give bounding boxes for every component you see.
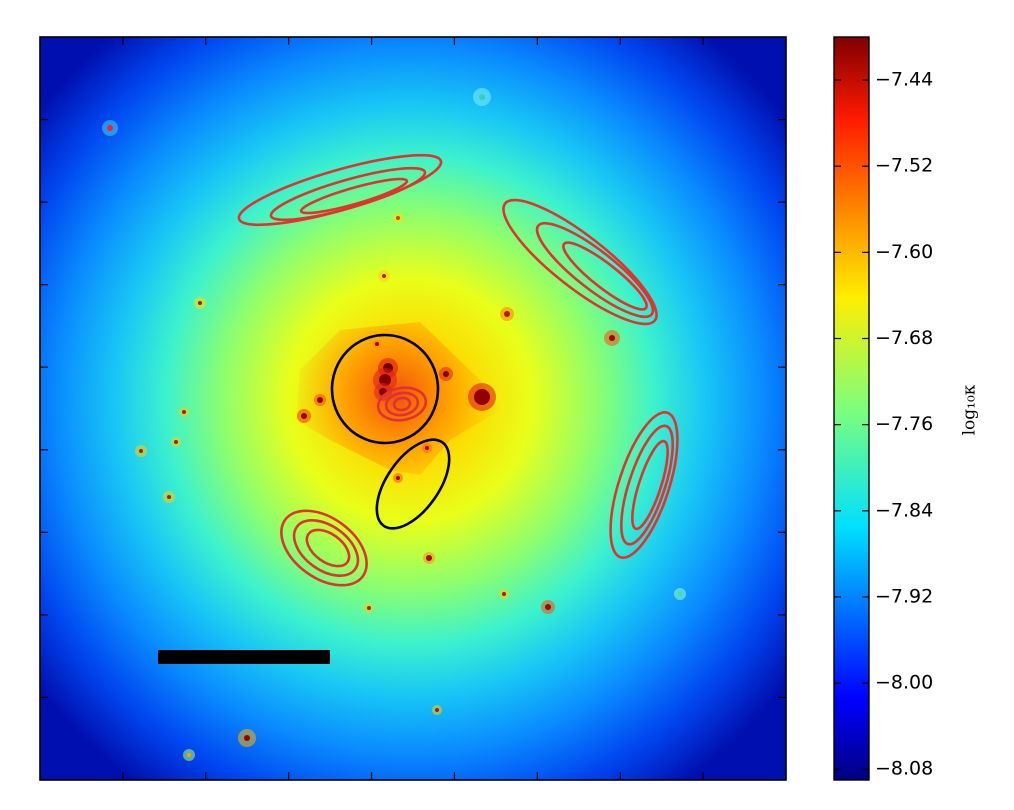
galaxy-core <box>426 555 432 561</box>
galaxy-core <box>479 94 485 100</box>
heatmap-plot-area <box>40 37 786 780</box>
colorbar-tick-label: −8.08 <box>875 758 933 780</box>
colorbar-ticks: −7.44 −7.52 −7.60 −7.68 −7.76 −7.84 −7.92 −8.00… <box>834 69 933 780</box>
contour-line <box>384 391 420 417</box>
galaxy-core <box>198 301 202 305</box>
galaxy-core <box>139 449 143 453</box>
galaxy-core <box>187 753 191 757</box>
colorbar-tick-label: −7.92 <box>875 585 933 607</box>
galaxy-core <box>174 440 178 444</box>
galaxy-core <box>367 606 371 610</box>
scale-bar <box>158 650 330 664</box>
galaxy-core <box>678 592 682 596</box>
contour-line <box>292 519 360 577</box>
colorbar-gradient <box>833 36 870 781</box>
galaxy-core <box>244 735 250 741</box>
contour-line <box>392 396 412 412</box>
colorbar-tick-label: −7.60 <box>875 241 933 263</box>
colorbar: −7.44 −7.52 −7.60 −7.68 −7.76 −7.84 −7.92 −8.00… <box>833 36 980 781</box>
contour-line <box>609 411 679 559</box>
galaxy-core <box>504 311 510 317</box>
contour-line <box>535 221 655 319</box>
contour-line <box>562 241 648 311</box>
galaxy-core <box>379 374 391 386</box>
plot-ticks <box>40 37 786 780</box>
galaxy-core <box>609 335 615 341</box>
galaxy-core <box>474 389 490 405</box>
galaxy-core <box>443 371 449 377</box>
galaxy-core <box>317 397 323 403</box>
contour-line <box>631 439 669 531</box>
contour-line <box>620 424 674 546</box>
galaxy-core <box>545 604 551 610</box>
galaxy-core <box>382 274 386 278</box>
contour-line <box>299 177 409 215</box>
critical-curve <box>375 438 451 530</box>
colorbar-tick-label: −7.44 <box>875 69 933 91</box>
critical-curves <box>330 333 451 530</box>
galaxy-core <box>375 342 379 346</box>
contour-line <box>269 166 427 222</box>
colorbar-tick-label: −7.76 <box>875 413 933 435</box>
galaxy-core <box>425 446 429 450</box>
galaxy-core <box>435 708 439 712</box>
contour-line <box>376 386 428 422</box>
contour-line <box>502 198 658 326</box>
galaxy-core <box>107 125 113 131</box>
contour-line <box>280 509 368 587</box>
galaxy-core <box>396 476 400 480</box>
colorbar-label: log₁₀κ <box>960 384 980 435</box>
galaxy-core <box>167 495 171 499</box>
colorbar-tick-label: −8.00 <box>875 672 933 694</box>
galaxy-core <box>502 592 506 596</box>
galaxy-core <box>396 216 400 220</box>
galaxy-core <box>182 410 186 414</box>
colorbar-tick-label: −7.68 <box>875 327 933 349</box>
critical-curve <box>330 333 440 445</box>
colorbar-tick-label: −7.84 <box>875 499 933 521</box>
contour-line <box>305 528 351 568</box>
galaxy-core <box>301 413 307 419</box>
red-contours <box>237 153 679 587</box>
plot-frame <box>39 36 787 781</box>
colorbar-tick-label: −7.52 <box>875 155 933 177</box>
